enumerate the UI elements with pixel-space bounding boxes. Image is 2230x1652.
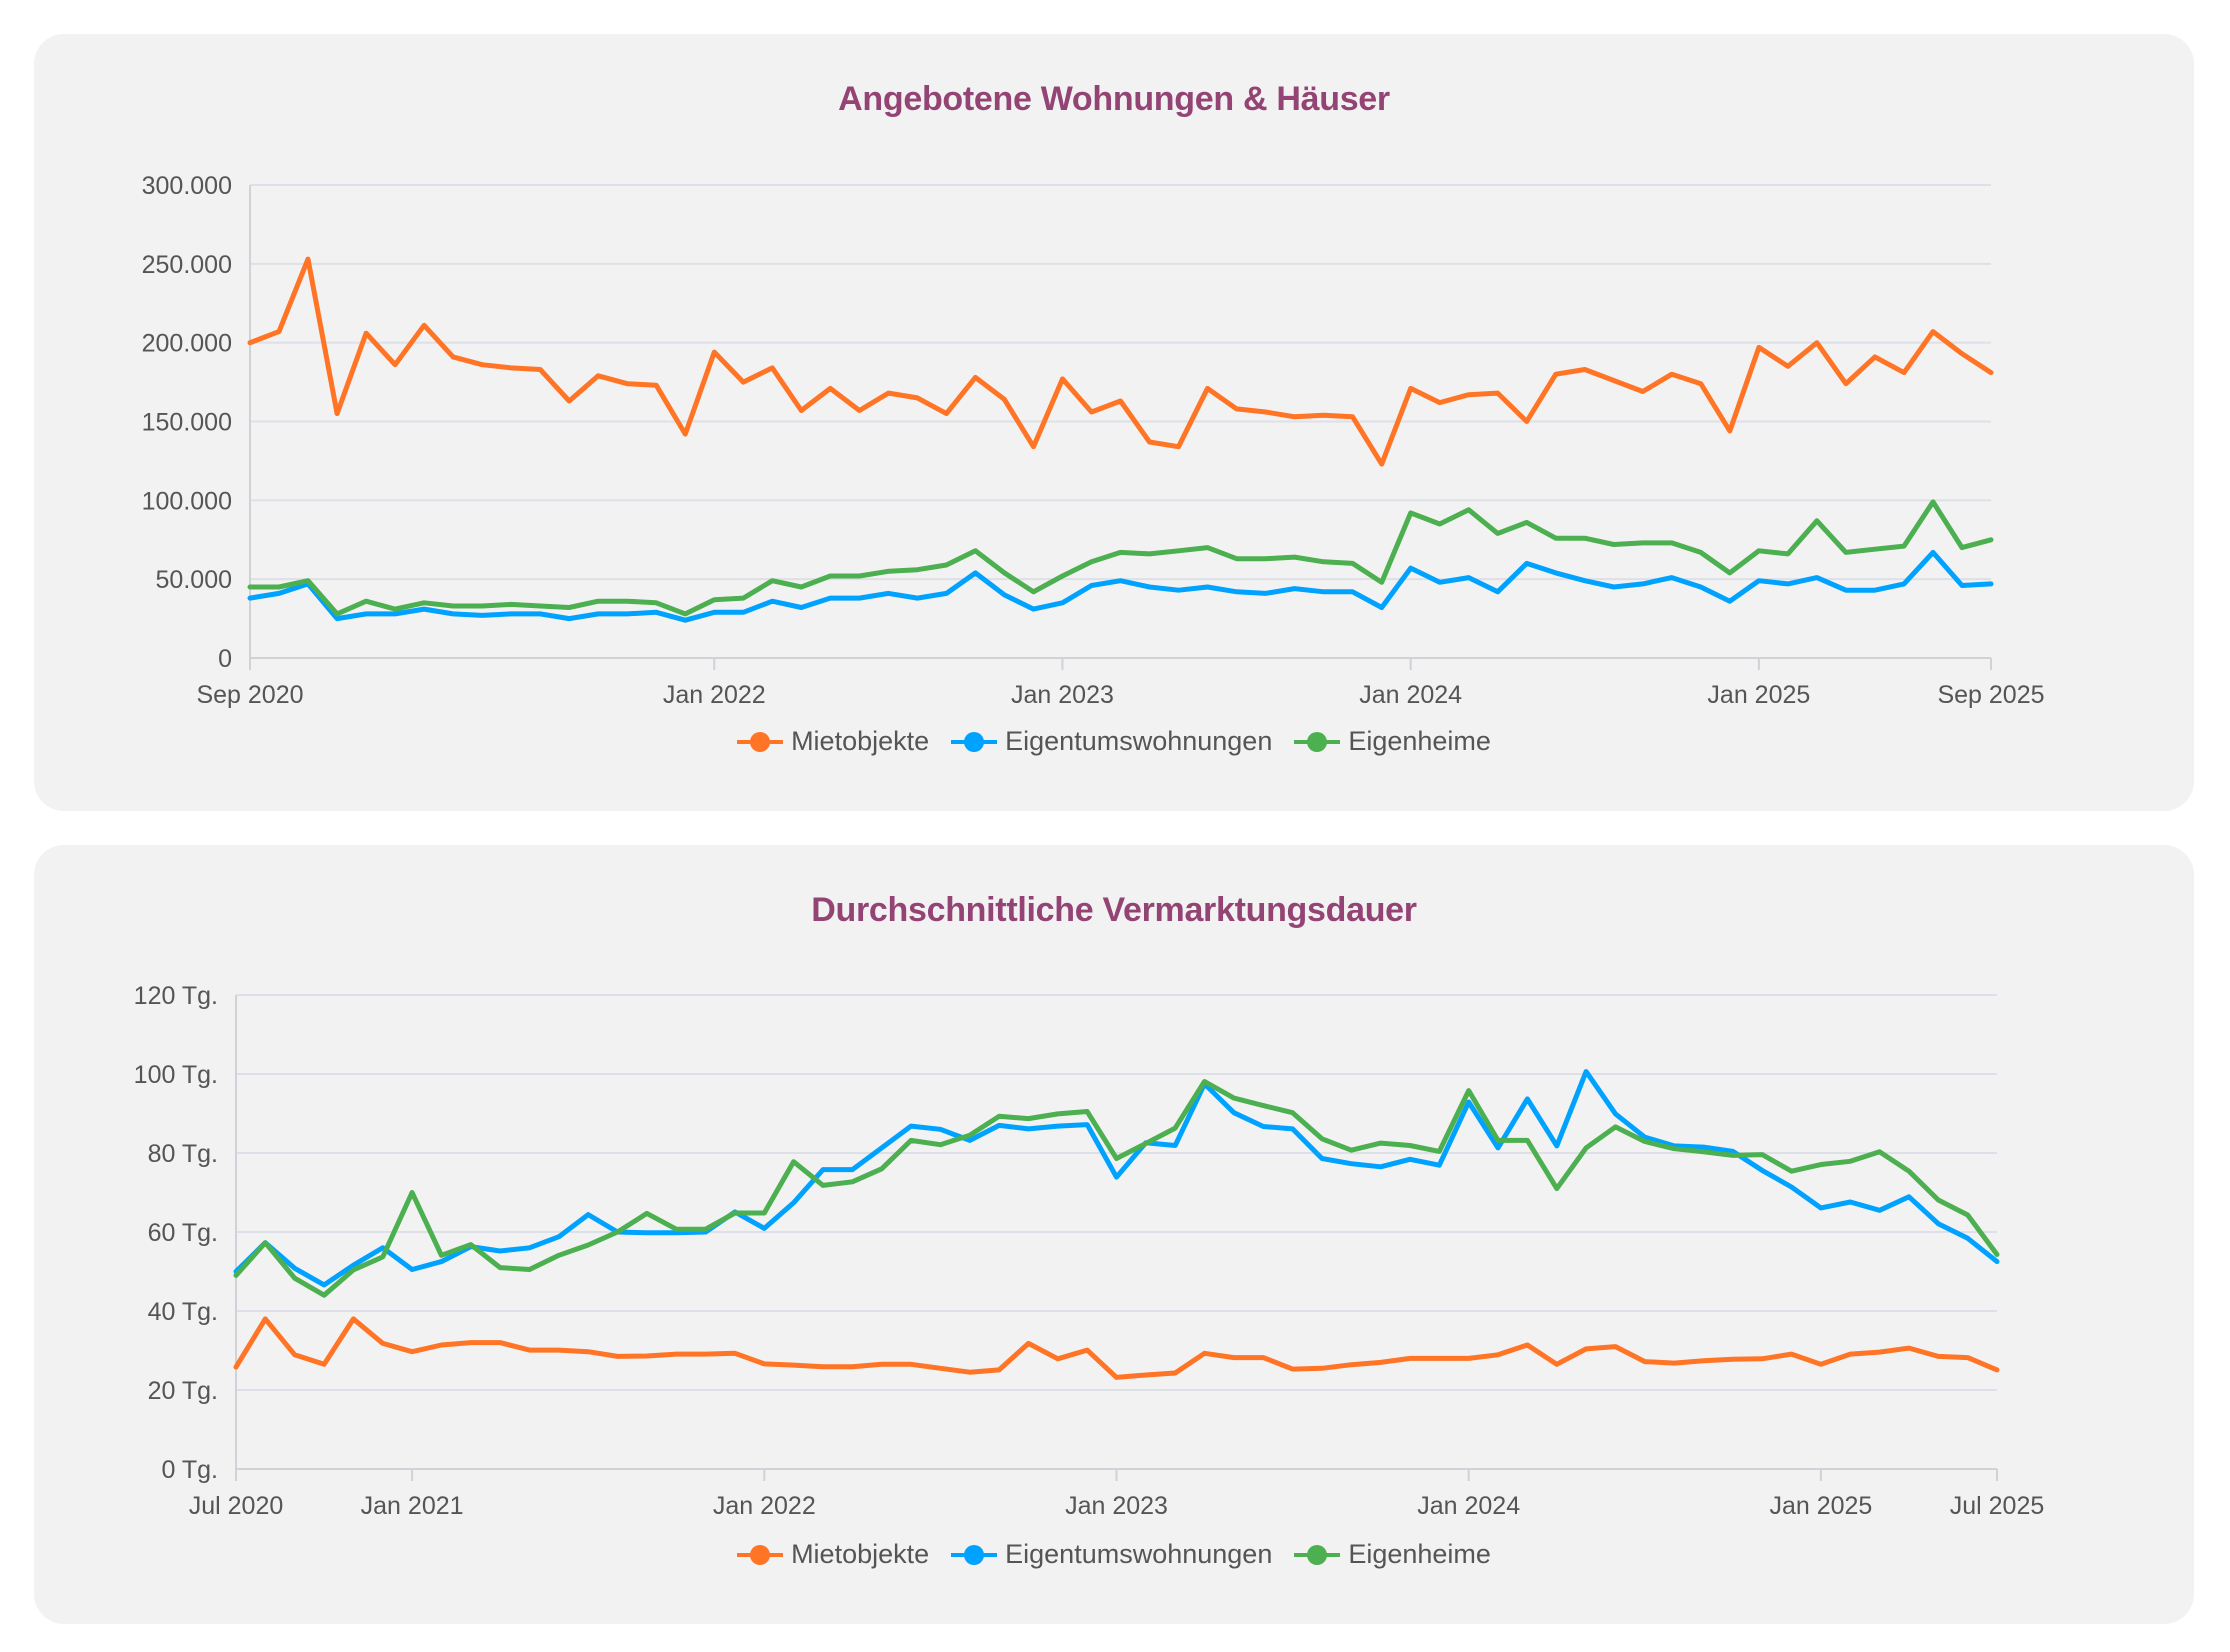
- x-tick-label: Jan 2024: [1359, 681, 1462, 709]
- series-line-eigenheime: [247, 499, 1994, 617]
- y-tick-label: 80 Tg.: [148, 1140, 218, 1168]
- x-tick-label: Jan 2022: [663, 681, 766, 709]
- x-tick-label: Jan 2021: [361, 1492, 464, 1520]
- x-tick-label: Sep 2025: [1937, 681, 2044, 709]
- legend-item-eigenheime[interactable]: Eigenheime: [1294, 726, 1491, 757]
- series-line-eigenheime: [233, 1079, 2000, 1298]
- y-tick-label: 0: [218, 645, 232, 673]
- y-tick-label: 200.000: [142, 330, 232, 358]
- y-tick-label: 40 Tg.: [148, 1298, 218, 1326]
- legend-label: Mietobjekte: [791, 1539, 930, 1569]
- legend-label: Eigenheime: [1348, 1539, 1491, 1569]
- x-tick-label: Jul 2025: [1950, 1492, 2045, 1520]
- y-tick-label: 60 Tg.: [148, 1219, 218, 1247]
- chart-title: Durchschnittliche Vermarktungsdauer: [811, 891, 1417, 929]
- x-tick-label: Jan 2025: [1707, 681, 1810, 709]
- listings-line-chart: 0 50.000 100.000 150.000 200.000 250.000 300.0…: [142, 172, 2045, 709]
- y-tick-label: 250.000: [142, 251, 232, 279]
- legend-marker-icon: [1294, 731, 1341, 752]
- x-tick-label: Jan 2022: [713, 1492, 816, 1520]
- chart-legend: Mietobjekte Eigentumswohnungen Eigenheim…: [34, 726, 2194, 757]
- series-line-eigentumswohnungen: [233, 1069, 2000, 1288]
- x-tick-label: Jul 2020: [189, 1492, 284, 1520]
- y-tick-label: 100 Tg.: [134, 1061, 218, 1089]
- chart-legend: Mietobjekte Eigentumswohnungen Eigenheim…: [34, 1539, 2194, 1570]
- chart-title: Angebotene Wohnungen & Häuser: [838, 80, 1390, 118]
- y-tick-label: 50.000: [156, 566, 232, 594]
- legend-marker-icon: [951, 1544, 998, 1565]
- series-line-mietobjekte: [233, 1316, 2000, 1380]
- y-tick-label: 20 Tg.: [148, 1377, 218, 1405]
- legend-marker-icon: [1294, 1544, 1341, 1565]
- legend-label: Eigentumswohnungen: [1005, 1539, 1273, 1569]
- legend-label: Eigenheime: [1348, 726, 1491, 756]
- y-tick-label: 100.000: [142, 487, 232, 515]
- legend-marker-icon: [737, 731, 784, 752]
- y-tick-label: 150.000: [142, 409, 232, 437]
- y-tick-label: 300.000: [142, 172, 232, 200]
- y-tick-label: 0 Tg.: [161, 1456, 218, 1484]
- x-tick-label: Jan 2023: [1065, 1492, 1168, 1520]
- marketing-duration-line-chart: 0 Tg. 20 Tg. 40 Tg. 60 Tg. 80 Tg. 100 Tg. 120 …: [134, 982, 2045, 1520]
- legend-item-mietobjekte[interactable]: Mietobjekte: [737, 726, 929, 757]
- x-tick-label: Jan 2023: [1011, 681, 1114, 709]
- listings-chart-panel: Angebotene Wohnungen & Häuser 0 50.000 100…: [34, 34, 2194, 811]
- x-tick-label: Jan 2025: [1769, 1492, 1872, 1520]
- legend-item-eigentumswohnungen[interactable]: Eigentumswohnungen: [951, 726, 1272, 757]
- y-tick-label: 120 Tg.: [134, 982, 218, 1010]
- legend-item-eigentumswohnungen[interactable]: Eigentumswohnungen: [951, 1539, 1272, 1570]
- marketing-duration-chart-panel: Durchschnittliche Vermarktungsdauer 0 Tg…: [34, 845, 2194, 1624]
- x-tick-label: Sep 2020: [196, 681, 303, 709]
- series-line-eigentumswohnungen: [247, 549, 1994, 623]
- x-tick-label: Jan 2024: [1417, 1492, 1520, 1520]
- legend-item-mietobjekte[interactable]: Mietobjekte: [737, 1539, 929, 1570]
- legend-marker-icon: [951, 731, 998, 752]
- series-line-mietobjekte: [247, 256, 1994, 467]
- legend-label: Mietobjekte: [791, 726, 930, 756]
- legend-label: Eigentumswohnungen: [1005, 726, 1273, 756]
- legend-marker-icon: [737, 1544, 784, 1565]
- legend-item-eigenheime[interactable]: Eigenheime: [1294, 1539, 1491, 1570]
